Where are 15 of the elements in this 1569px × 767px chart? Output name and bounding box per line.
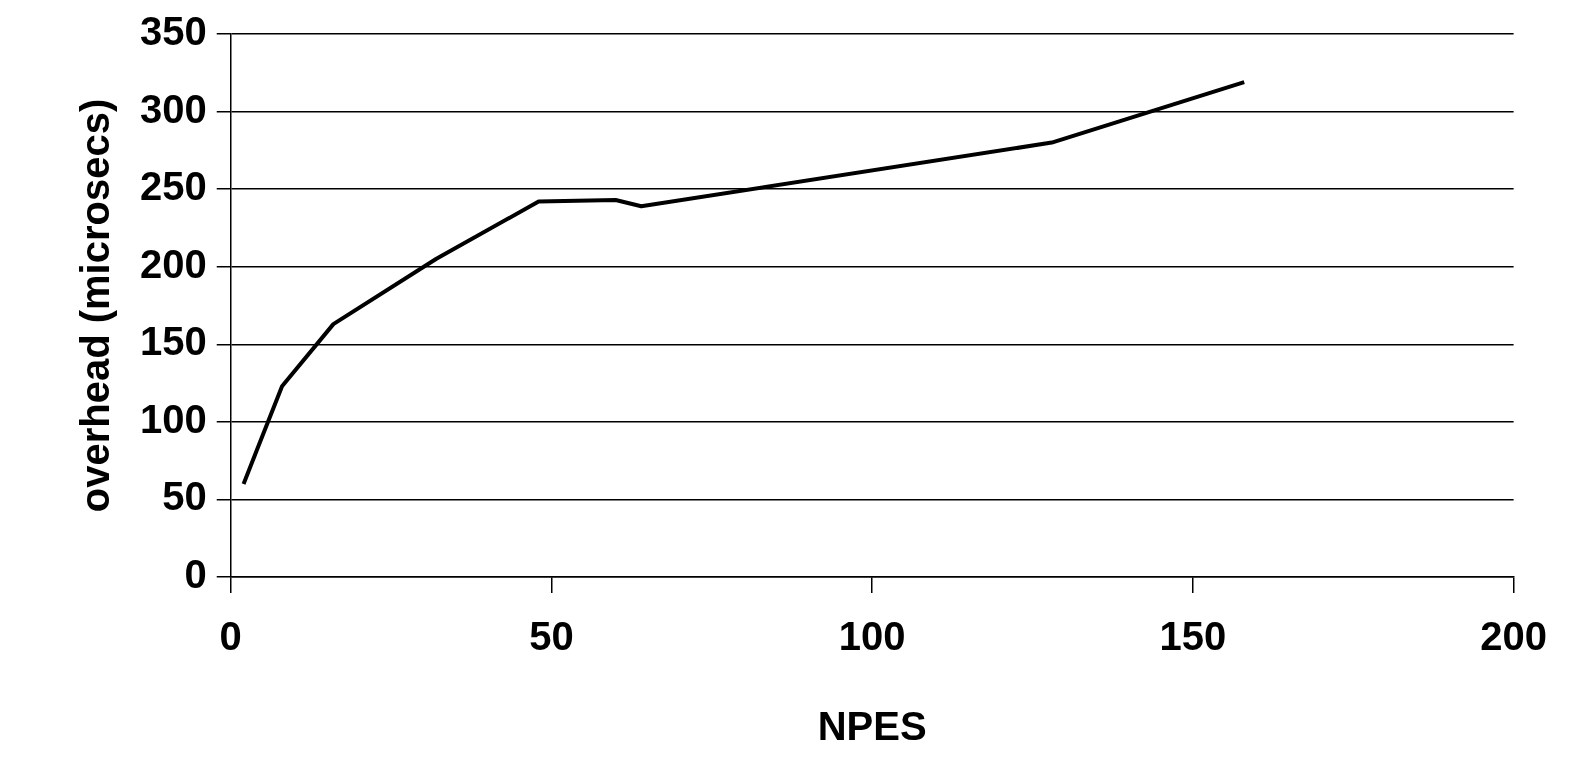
x-tick-label: 150 — [1159, 614, 1227, 659]
x-tick-label: 0 — [219, 614, 242, 659]
y-tick-label: 0 — [184, 552, 207, 597]
y-tick-label: 50 — [162, 474, 207, 519]
y-tick-label: 200 — [139, 241, 207, 286]
x-tick-label: 50 — [529, 614, 574, 659]
y-tick-label: 250 — [139, 164, 207, 209]
x-axis-title: NPES — [817, 704, 927, 749]
y-tick-label: 300 — [139, 86, 207, 131]
x-tick-label: 200 — [1480, 614, 1548, 659]
y-axis-title: overhead (microsecs) — [73, 98, 118, 513]
x-tick-label: 100 — [838, 614, 906, 659]
y-tick-label: 100 — [139, 396, 207, 441]
y-tick-label: 150 — [139, 319, 207, 364]
y-tick-label: 350 — [139, 9, 207, 54]
